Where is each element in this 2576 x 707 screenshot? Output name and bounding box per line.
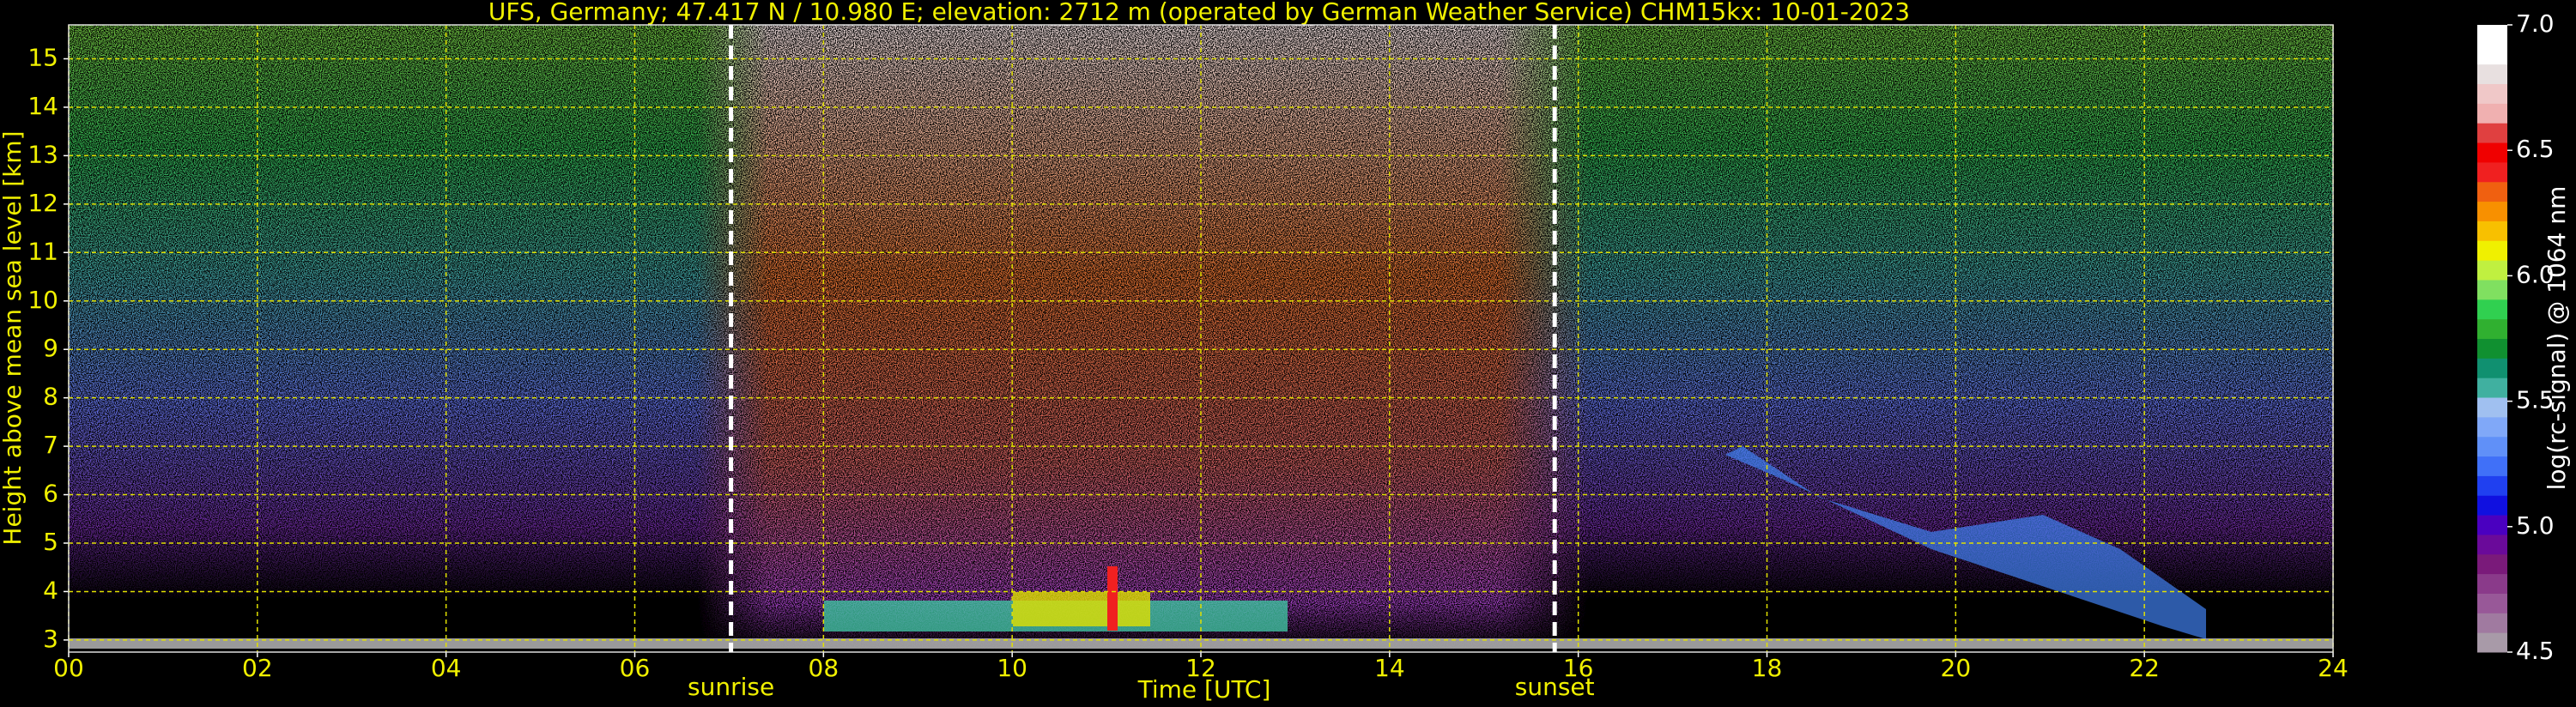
y-tick-label: 4	[43, 576, 58, 604]
colorbar-swatch	[2477, 25, 2507, 45]
colorbar-swatch	[2477, 456, 2507, 476]
y-tick-label: 11	[27, 237, 58, 265]
y-tick-label: 3	[43, 625, 58, 653]
y-tick-label: 13	[27, 140, 58, 168]
colorbar-swatch	[2477, 63, 2507, 85]
colorbar-swatch	[2477, 573, 2507, 594]
x-tick-label: 02	[242, 654, 273, 682]
x-tick-label: 12	[1185, 654, 1216, 682]
colorbar-swatch	[2477, 495, 2507, 516]
colorbar-swatch	[2477, 613, 2507, 633]
x-tick-label: 06	[620, 654, 651, 682]
colorbar-swatch	[2477, 103, 2507, 124]
colorbar-swatch	[2477, 299, 2507, 320]
colorbar-swatch	[2477, 515, 2507, 535]
y-axis-label: Height above mean sea level [km]	[0, 130, 27, 545]
colorbar-label: log(rc-signal) @ 1064 nm	[2543, 186, 2571, 491]
colorbar-tick-label: 6.5	[2516, 135, 2555, 163]
y-tick-label: 10	[27, 286, 58, 314]
colorbar-swatch	[2477, 378, 2507, 398]
colorbar-swatch	[2477, 142, 2507, 163]
colorbar-swatch	[2477, 593, 2507, 613]
colorbar-swatch	[2477, 534, 2507, 555]
colorbar-swatch	[2477, 475, 2507, 496]
x-tick-label: 16	[1563, 654, 1594, 682]
colorbar-swatch	[2477, 201, 2507, 221]
colorbar-swatch	[2477, 221, 2507, 241]
colorbar-swatch	[2477, 338, 2507, 359]
y-tick-label: 7	[43, 431, 58, 459]
x-tick-label: 24	[2318, 654, 2349, 682]
colorbar-swatch	[2477, 83, 2507, 104]
y-tick-label: 6	[43, 480, 58, 508]
plot-frame	[68, 24, 2334, 653]
colorbar-swatch	[2477, 397, 2507, 418]
colorbar-swatch	[2477, 279, 2507, 300]
x-axis-label: Time [UTC]	[1137, 675, 1271, 704]
x-tick-label: 00	[53, 654, 84, 682]
colorbar-swatch	[2477, 358, 2507, 378]
colorbar-tick-label: 5.0	[2516, 511, 2555, 540]
colorbar-swatch	[2477, 123, 2507, 143]
x-tick-label: 20	[1941, 654, 1972, 682]
chart-title: UFS, Germany; 47.417 N / 10.980 E; eleva…	[488, 0, 1910, 26]
annotation-label: sunset	[1515, 673, 1595, 701]
colorbar-swatch	[2477, 260, 2507, 281]
colorbar-swatch	[2477, 161, 2507, 183]
colorbar-swatch	[2477, 44, 2507, 65]
colorbar-tick-label: 6.0	[2516, 260, 2555, 288]
colorbar-swatch	[2477, 553, 2507, 575]
colorbar-swatch	[2477, 181, 2507, 202]
y-tick-label: 14	[27, 92, 58, 120]
colorbar-swatch	[2477, 318, 2507, 339]
day-signal-fill	[696, 25, 1590, 652]
boundary-layer-core	[1013, 592, 1150, 626]
y-tick-label: 12	[27, 189, 58, 217]
x-tick-label: 18	[1752, 654, 1783, 682]
colorbar-swatch	[2477, 240, 2507, 261]
x-tick-label: 10	[997, 654, 1027, 682]
day-signal	[696, 25, 1590, 652]
colorbar-tick-label: 5.5	[2516, 386, 2555, 414]
colorbar-swatch	[2477, 416, 2507, 438]
y-tick-label: 15	[27, 44, 58, 72]
x-tick-label: 22	[2129, 654, 2160, 682]
colorbar-swatch	[2477, 436, 2507, 457]
colorbar-tick-label: 7.0	[2516, 9, 2555, 38]
y-tick-label: 5	[43, 528, 58, 556]
y-tick-label: 8	[43, 383, 58, 411]
colorbar-tick-label: 4.5	[2516, 637, 2555, 665]
annotation-label: sunrise	[688, 673, 774, 701]
x-tick-label: 08	[809, 654, 839, 682]
boundary-layer-peak	[1107, 566, 1118, 631]
y-tick-label: 9	[43, 334, 58, 362]
x-tick-label: 14	[1374, 654, 1405, 682]
colorbar-swatch	[2477, 632, 2507, 653]
x-tick-label: 04	[431, 654, 462, 682]
